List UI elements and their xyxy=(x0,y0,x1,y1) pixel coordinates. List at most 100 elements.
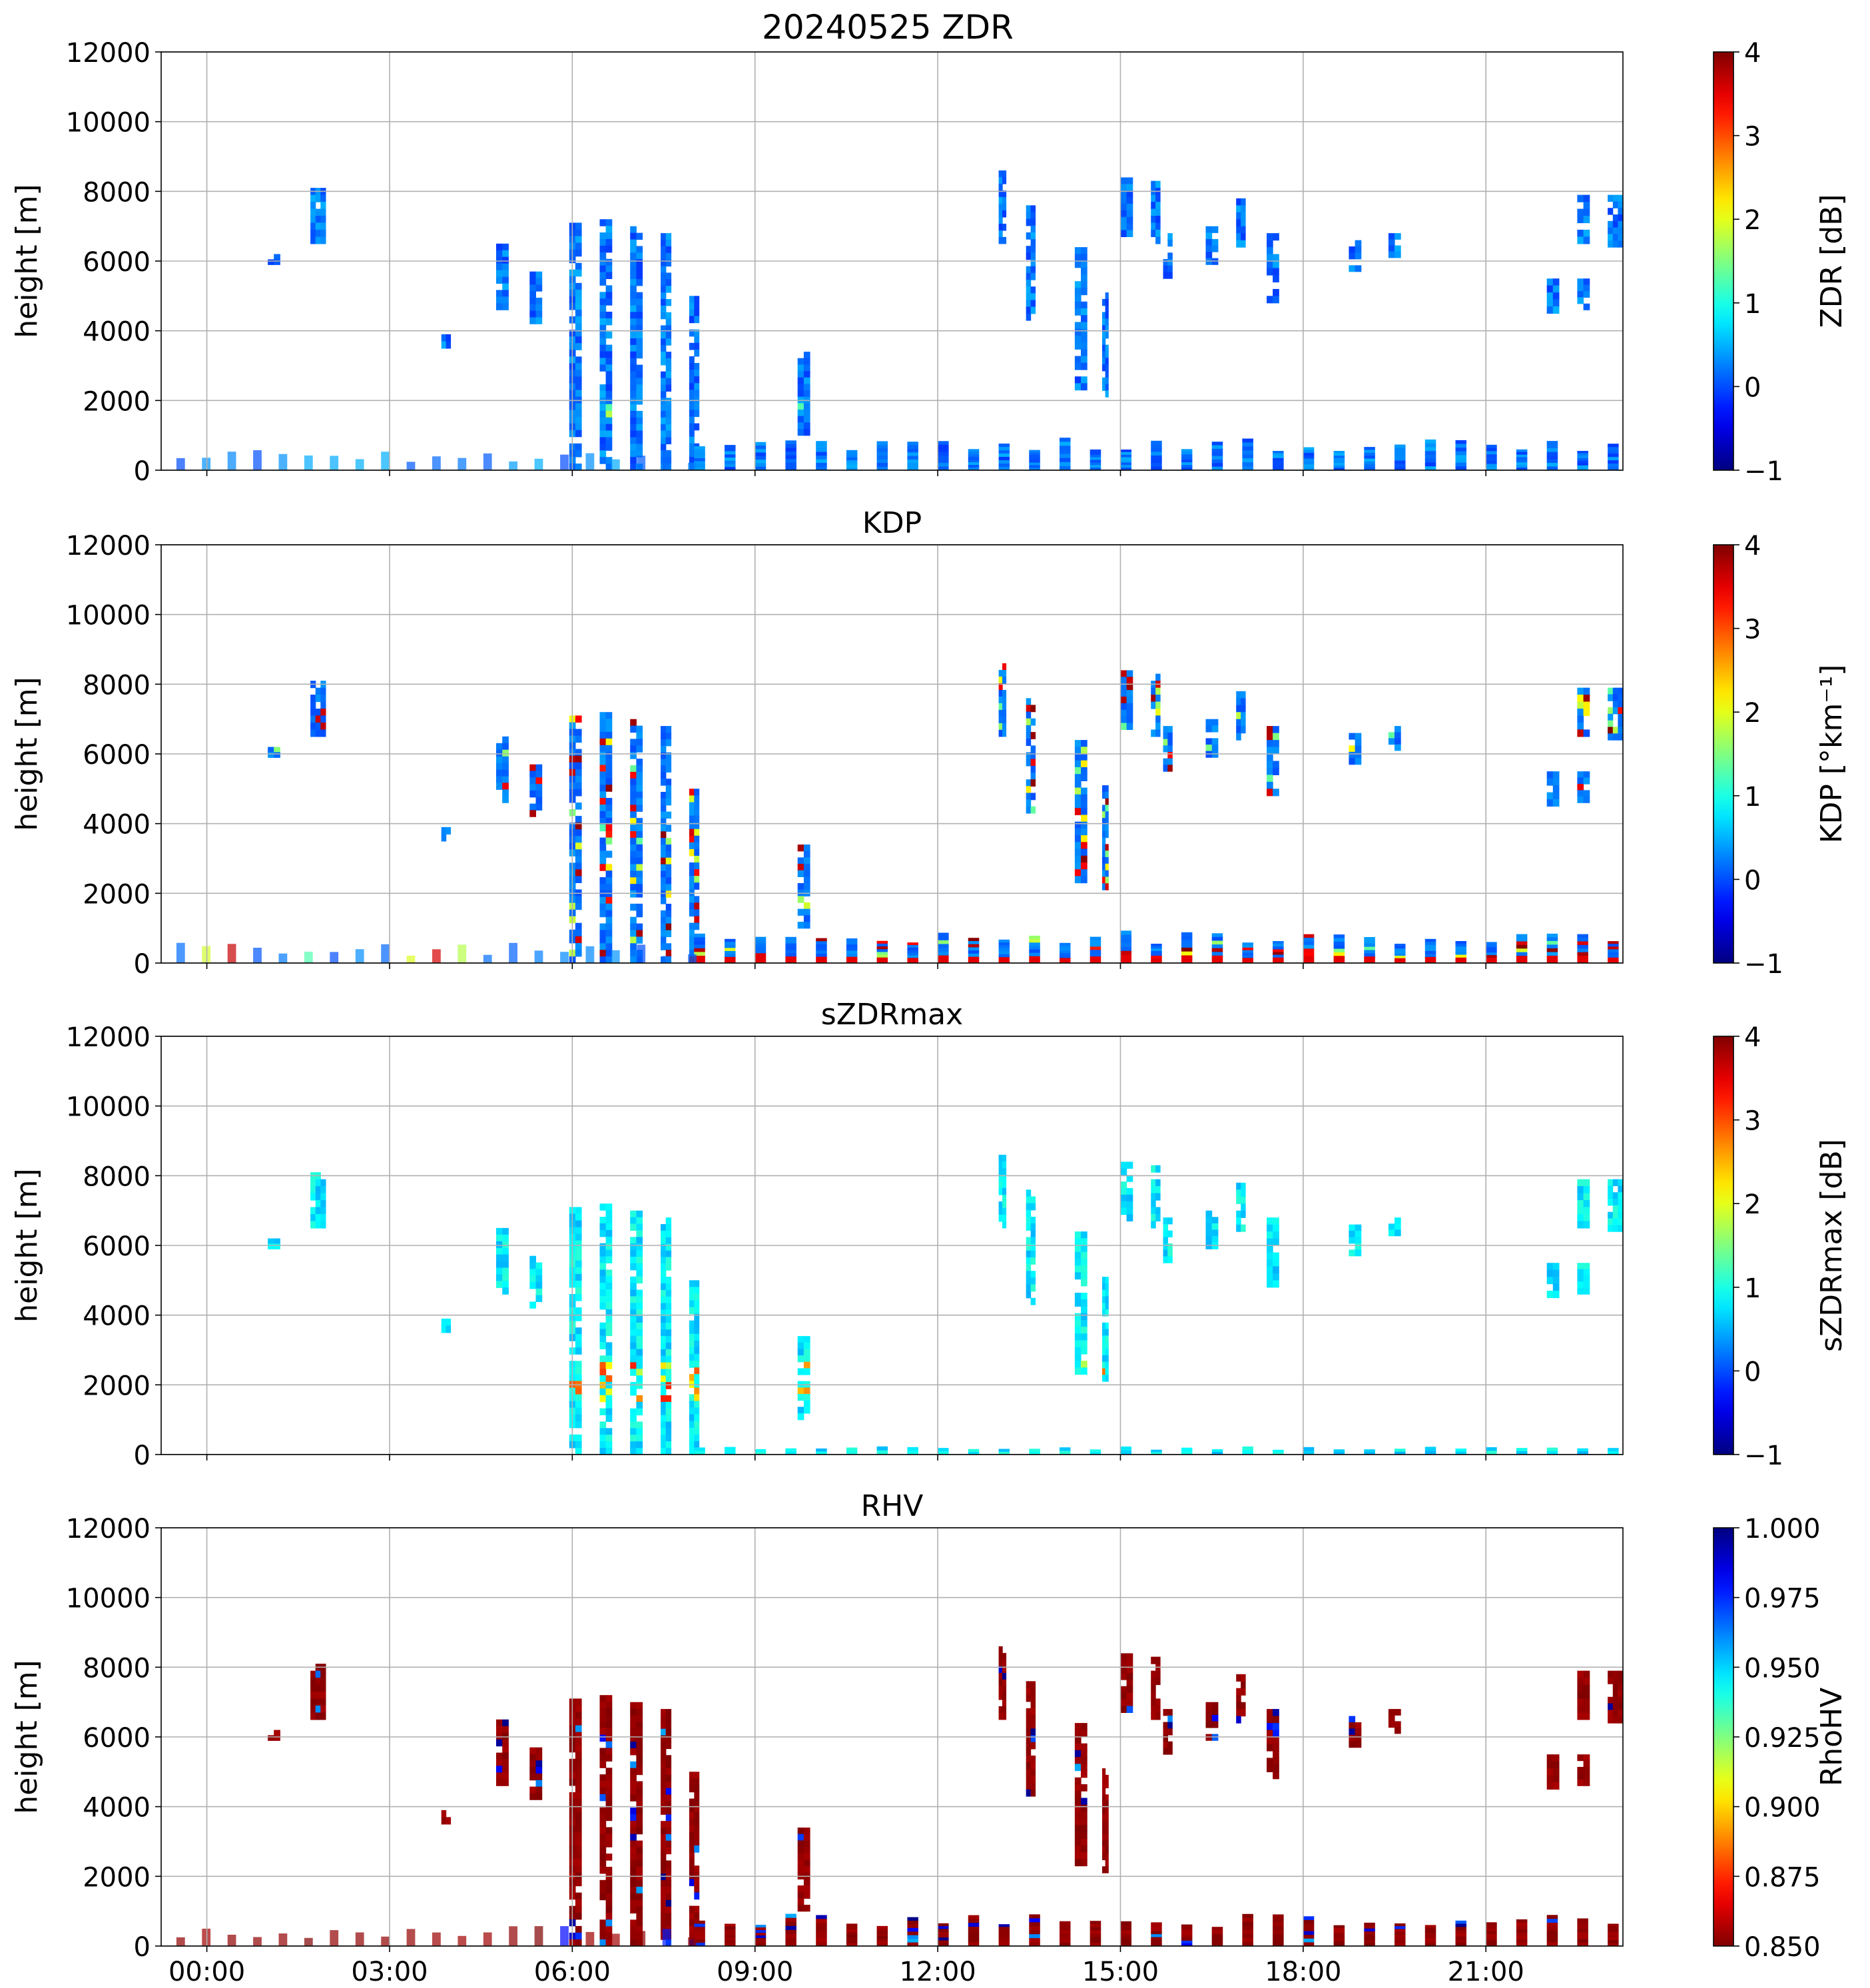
x-axis xyxy=(206,963,1487,969)
echo-region xyxy=(1151,1656,1161,1720)
colorbar-label: RhoHV xyxy=(1815,1688,1849,1787)
colorbar-tick-label: 1 xyxy=(1744,289,1761,320)
y-tick-label: 8000 xyxy=(83,1161,151,1192)
y-axis-label: height [m] xyxy=(10,677,44,830)
y-tick-label: 6000 xyxy=(83,740,151,771)
echo-region xyxy=(1267,233,1279,304)
colorbar-tick-label: 2 xyxy=(1744,1189,1761,1220)
colorbar: −1 0 1 2 3 4 KDP [°km⁻¹] xyxy=(1713,531,1849,980)
echo-region xyxy=(1074,247,1088,391)
echo-region xyxy=(998,1154,1007,1229)
echo-region xyxy=(1205,719,1219,758)
echo-region xyxy=(630,1210,643,1455)
echo-region xyxy=(1151,1165,1161,1229)
x-tick-label: 03:00 xyxy=(351,1957,428,1985)
colorbar-label: sZDRmax [dB] xyxy=(1815,1139,1849,1352)
x-axis: 00:00 03:00 06:00 09:00 12:00 15:00 18:00 21:00 xyxy=(168,1946,1524,1987)
echo-region xyxy=(1577,1179,1590,1229)
echo-region xyxy=(441,827,452,842)
echo-region xyxy=(496,736,509,803)
colorbar-gradient xyxy=(1713,1036,1734,1455)
y-axis-label: height [m] xyxy=(10,1168,44,1322)
echo-region xyxy=(599,219,613,470)
y-tick-label: 4000 xyxy=(83,1793,151,1823)
y-tick-label: 2000 xyxy=(83,1371,151,1401)
echo-region xyxy=(1026,1681,1036,1797)
colorbar-gradient xyxy=(1713,544,1734,964)
echo-region xyxy=(1205,226,1219,265)
colorbar: −1 0 1 2 3 4 sZDRmax [dB] xyxy=(1713,1022,1849,1471)
colorbar-tick-label: −1 xyxy=(1744,949,1783,980)
colorbar-tick-label: 0.850 xyxy=(1744,1932,1821,1963)
echo-region xyxy=(1577,1754,1590,1786)
echo-region xyxy=(1349,1716,1362,1748)
echo-region xyxy=(529,271,543,324)
y-tick-label: 6000 xyxy=(83,1723,151,1754)
colorbar-gradient xyxy=(1713,51,1734,471)
echo-region xyxy=(310,188,326,244)
echo-region xyxy=(689,1772,700,1946)
panel-szdrmax: 0 2000 4000 6000 8000 10000 12000 sZDRmax height… xyxy=(10,998,1849,1471)
echo-region xyxy=(1120,1653,1133,1713)
echo-region xyxy=(1026,698,1036,814)
echo-region xyxy=(1577,1670,1590,1720)
echo-region xyxy=(569,1207,582,1455)
echo-region xyxy=(1102,292,1109,398)
echo-region xyxy=(1151,180,1161,244)
colorbar-tick-label: 2 xyxy=(1744,698,1761,729)
colorbar-tick-label: 0 xyxy=(1744,372,1761,403)
echo-region xyxy=(1102,785,1109,890)
y-tick-label: 8000 xyxy=(83,177,151,208)
colorbar-tick-label: 0.925 xyxy=(1744,1723,1821,1754)
echo-region xyxy=(998,663,1007,737)
colorbar-tick-label: 1.000 xyxy=(1744,1514,1821,1544)
y-tick-label: 0 xyxy=(134,456,151,487)
colorbar-tick-label: 1 xyxy=(1744,782,1761,813)
echo-region xyxy=(1349,1224,1362,1257)
y-axis: 0 2000 4000 6000 8000 10000 12000 xyxy=(66,1514,161,1963)
echo-region xyxy=(1163,726,1173,772)
echo-region xyxy=(689,296,700,470)
echo-region xyxy=(268,1730,280,1741)
colorbar-tick-label: 1 xyxy=(1744,1273,1761,1304)
x-tick-label: 09:00 xyxy=(717,1957,793,1985)
echo-region xyxy=(689,1280,700,1455)
x-axis xyxy=(206,1455,1487,1461)
echo-region xyxy=(599,1203,613,1455)
echo-region xyxy=(1608,687,1623,741)
echo-region xyxy=(529,1747,543,1800)
colorbar-tick-label: 0.975 xyxy=(1744,1584,1821,1614)
echo-region xyxy=(1349,240,1362,272)
echo-region xyxy=(1120,670,1133,730)
x-tick-label: 18:00 xyxy=(1265,1957,1341,1985)
echo-region xyxy=(1577,771,1590,803)
echo-region xyxy=(441,1810,452,1825)
y-axis-label: height [m] xyxy=(10,184,44,338)
echo-region xyxy=(441,1318,452,1333)
colorbar-tick-label: 3 xyxy=(1744,1106,1761,1137)
echo-region xyxy=(1236,1182,1246,1232)
y-tick-label: 8000 xyxy=(83,1653,151,1684)
echo-region xyxy=(1546,1263,1560,1299)
x-tick-label: 21:00 xyxy=(1448,1957,1524,1985)
y-tick-label: 0 xyxy=(134,1441,151,1471)
y-tick-label: 6000 xyxy=(83,1231,151,1262)
colorbar-label: ZDR [dB] xyxy=(1815,194,1849,328)
y-tick-label: 2000 xyxy=(83,1862,151,1893)
echo-region xyxy=(496,1719,509,1786)
echo-region xyxy=(1026,205,1036,321)
panel-title: KDP xyxy=(862,506,922,540)
y-tick-label: 4000 xyxy=(83,1301,151,1332)
boundary-layer-echoes xyxy=(176,1913,1619,1946)
echo-region xyxy=(797,1827,810,1912)
colorbar-gradient xyxy=(1713,1527,1734,1947)
echo-region xyxy=(1608,194,1623,248)
y-tick-label: 12000 xyxy=(66,1022,151,1053)
echo-region xyxy=(268,254,280,265)
colorbar-tick-label: −1 xyxy=(1744,1441,1783,1471)
heatmap-data xyxy=(176,1646,1623,1946)
echo-region xyxy=(1546,1754,1560,1790)
y-tick-label: 6000 xyxy=(83,247,151,278)
panel-zdr: 0 2000 4000 6000 8000 10000 12000 height [m] −1 0… xyxy=(10,38,1849,487)
echo-region xyxy=(1120,177,1133,237)
